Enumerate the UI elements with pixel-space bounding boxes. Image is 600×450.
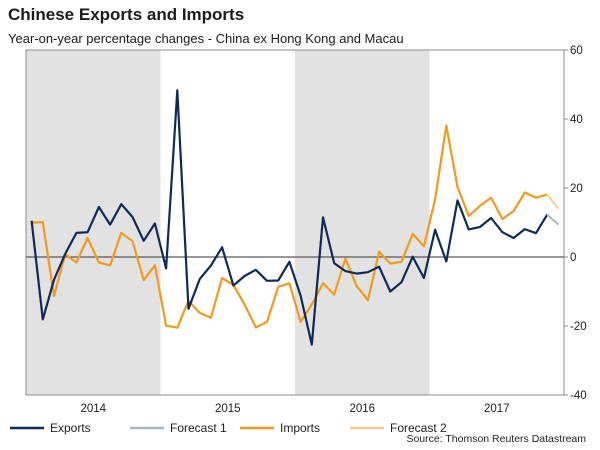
series-layer — [30, 89, 560, 346]
series-line-forecast-1 — [546, 213, 560, 226]
shaded-band-2014 — [26, 50, 161, 395]
y-tick-label: -20 — [570, 321, 587, 333]
y-tick-marks — [564, 49, 568, 396]
y-tick-label: 60 — [570, 45, 583, 57]
x-axis: 2014 2015 2016 2017 — [80, 403, 509, 415]
legend-label-forecast-1: Forecast 1 — [170, 421, 227, 435]
legend-label-imports: Imports — [280, 421, 320, 435]
chart-title: Chinese Exports and Imports — [8, 5, 245, 24]
series-line-exports — [30, 89, 549, 346]
series-line-forecast-2 — [546, 193, 560, 210]
shaded-band-2016 — [295, 50, 430, 395]
x-category-label: 2014 — [80, 403, 106, 415]
series-line-imports — [31, 124, 548, 329]
y-tick-label: 40 — [570, 114, 583, 126]
legend-label-forecast-2: Forecast 2 — [390, 421, 447, 435]
legend-label-exports: Exports — [50, 421, 91, 435]
legend-item-forecast-1: Forecast 1 — [130, 421, 227, 435]
legend: Exports Forecast 1 Imports Forecast 2 — [10, 421, 447, 435]
legend-item-exports: Exports — [10, 421, 91, 435]
legend-item-imports: Imports — [240, 421, 320, 435]
y-tick-label: 0 — [570, 252, 576, 264]
y-tick-label: -40 — [570, 390, 587, 402]
chart-subtitle: Year-on-year percentage changes - China … — [8, 31, 404, 46]
plot-frame — [25, 49, 565, 396]
y-tick-label: 20 — [570, 183, 583, 195]
x-category-label: 2015 — [215, 403, 241, 415]
legend-item-forecast-2: Forecast 2 — [350, 421, 447, 435]
x-category-label: 2016 — [349, 403, 375, 415]
y-axis: 60 40 20 0 -20 -40 — [564, 45, 587, 402]
x-category-label: 2017 — [484, 403, 510, 415]
shaded-bands — [26, 50, 430, 395]
source-note: Source: Thomson Reuters Datastream — [406, 433, 586, 445]
